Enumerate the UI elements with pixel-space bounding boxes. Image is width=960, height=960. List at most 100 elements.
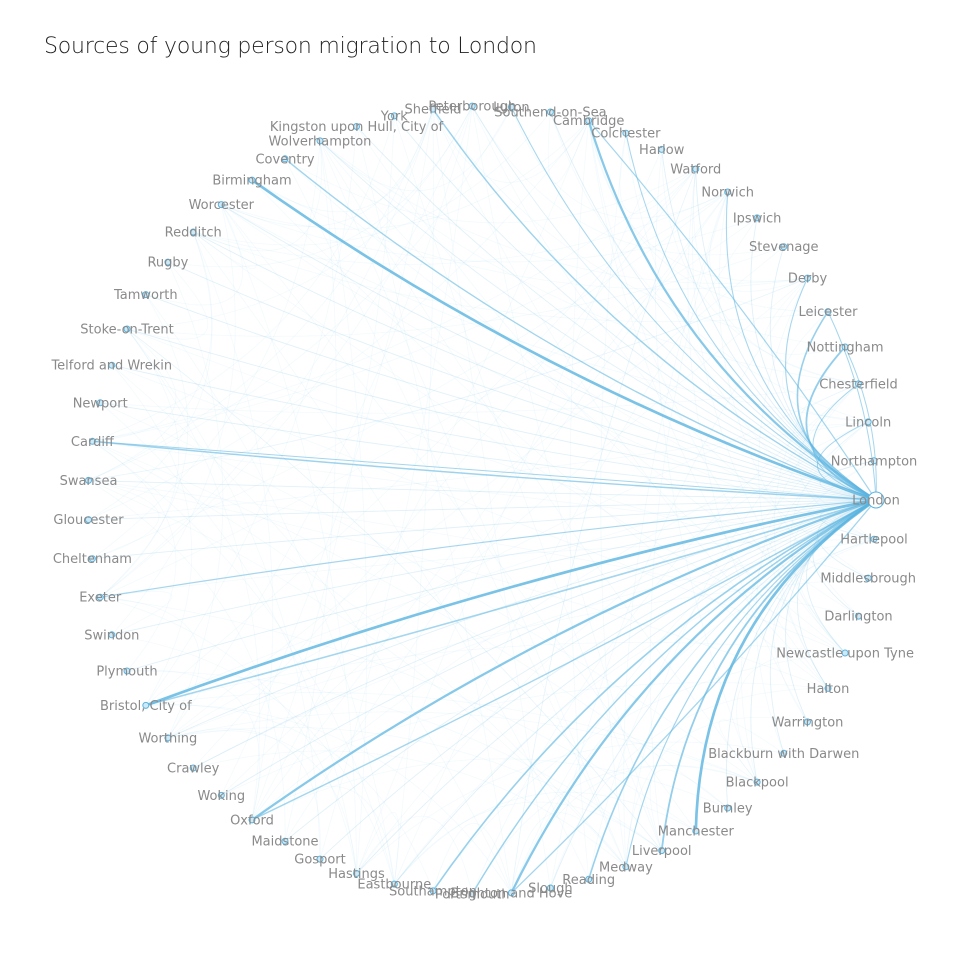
background-edge (126, 328, 261, 820)
background-edge (550, 277, 808, 889)
background-edge (432, 108, 590, 183)
edge-to-london-chesterfield (812, 383, 877, 501)
node-label: Gloucester (53, 513, 124, 528)
background-edge (319, 140, 859, 617)
node-label: Derby (788, 272, 828, 287)
background-edge (432, 108, 846, 348)
node-label: Watford (670, 163, 721, 178)
node-maidstone (281, 837, 289, 845)
node-medway (622, 863, 630, 871)
node-chesterfield (855, 380, 862, 388)
node-slough (546, 884, 554, 892)
node-bristol-city-of (142, 701, 150, 709)
background-edge (88, 277, 808, 481)
node-label: Blackpool (726, 776, 789, 791)
background-edge (126, 328, 663, 851)
node-label: Newcastle upon Tyne (776, 647, 914, 662)
background-edge (126, 105, 473, 330)
background-edge (251, 758, 728, 821)
edge-to-london-swansea (88, 479, 877, 501)
background-edge (709, 191, 808, 292)
background-edge (393, 801, 662, 885)
edge-to-london-telford-and-wrekin (111, 364, 877, 501)
background-edge (145, 692, 758, 783)
node-label: Swansea (60, 474, 118, 489)
background-edge (758, 277, 829, 689)
node-label: Brighton and Hove (450, 886, 572, 901)
node-label: Liverpool (632, 844, 692, 859)
background-edge (145, 294, 395, 885)
node-label: Ipswich (733, 211, 782, 226)
background-edge (432, 109, 551, 889)
node-woking (217, 791, 225, 799)
background-edge (284, 158, 875, 540)
background-edge (764, 277, 846, 355)
background-edge (691, 168, 846, 654)
node-cheltenham (88, 555, 96, 563)
background-edge (193, 191, 728, 265)
background-edge (625, 717, 808, 867)
background-edge (718, 191, 859, 617)
node-label: Peterborough (428, 100, 516, 115)
background-edge (736, 651, 846, 783)
edge-to-london-kingston-upon-hull-city-of (356, 126, 877, 501)
background-edge (220, 204, 697, 832)
background-edge (319, 106, 512, 192)
background-edge (625, 383, 859, 867)
edge-to-london-brighton-and-hove (510, 499, 877, 894)
background-edge (88, 421, 869, 520)
background-edge (100, 596, 201, 739)
node-gosport (316, 855, 324, 863)
background-edge (220, 204, 357, 874)
background-edge (511, 812, 627, 893)
node-leicester (824, 308, 832, 316)
background-edge (192, 231, 274, 820)
background-edge (92, 140, 321, 560)
node-middlesbrough (864, 574, 872, 582)
node-label: Leicester (799, 305, 859, 320)
edge-to-london-wolverhampton (319, 140, 877, 501)
node-label: Middlesbrough (820, 572, 916, 587)
background-edge (111, 364, 193, 706)
node-watford (692, 165, 700, 173)
node-nottingham (841, 343, 849, 351)
node-hartlepool (870, 535, 878, 543)
node-norwich (724, 188, 732, 196)
background-edge (99, 105, 473, 598)
edge-to-london-gloucester (88, 499, 877, 521)
background-edge (92, 328, 177, 442)
node-layer (85, 102, 885, 898)
background-edge (221, 682, 829, 796)
node-label: Norwich (701, 186, 754, 201)
background-edge (649, 191, 729, 851)
edge-to-london-reading (587, 499, 877, 880)
background-edge (588, 120, 808, 282)
background-edge (100, 596, 697, 832)
background-edge (126, 328, 663, 851)
node-label: York (380, 109, 409, 124)
node-label: Warrington (772, 715, 844, 730)
node-label: Cheltenham (53, 552, 132, 567)
node-label: Sheffield (405, 103, 462, 118)
node-northampton (870, 457, 878, 465)
background-edge (126, 246, 784, 337)
background-edge (126, 670, 662, 851)
node-label: Manchester (658, 825, 735, 840)
node-blackburn-with-darwen (780, 749, 788, 757)
background-edge (126, 261, 209, 340)
node-newcastle-upon-tyne (841, 649, 849, 657)
node-redditch (189, 228, 197, 236)
background-edge (319, 140, 368, 874)
background-edge (88, 480, 160, 560)
edge-to-london-bristol-city-of (145, 498, 877, 707)
background-edge (623, 191, 729, 867)
background-edge (92, 440, 395, 885)
background-edge (693, 168, 859, 385)
background-edge (145, 641, 846, 706)
node-ipswich (753, 214, 761, 222)
background-edge (251, 421, 869, 821)
node-label: Hastings (328, 867, 385, 882)
node-worthing (164, 734, 172, 742)
edge-to-london-hastings (356, 499, 877, 874)
node-hastings (353, 870, 360, 877)
